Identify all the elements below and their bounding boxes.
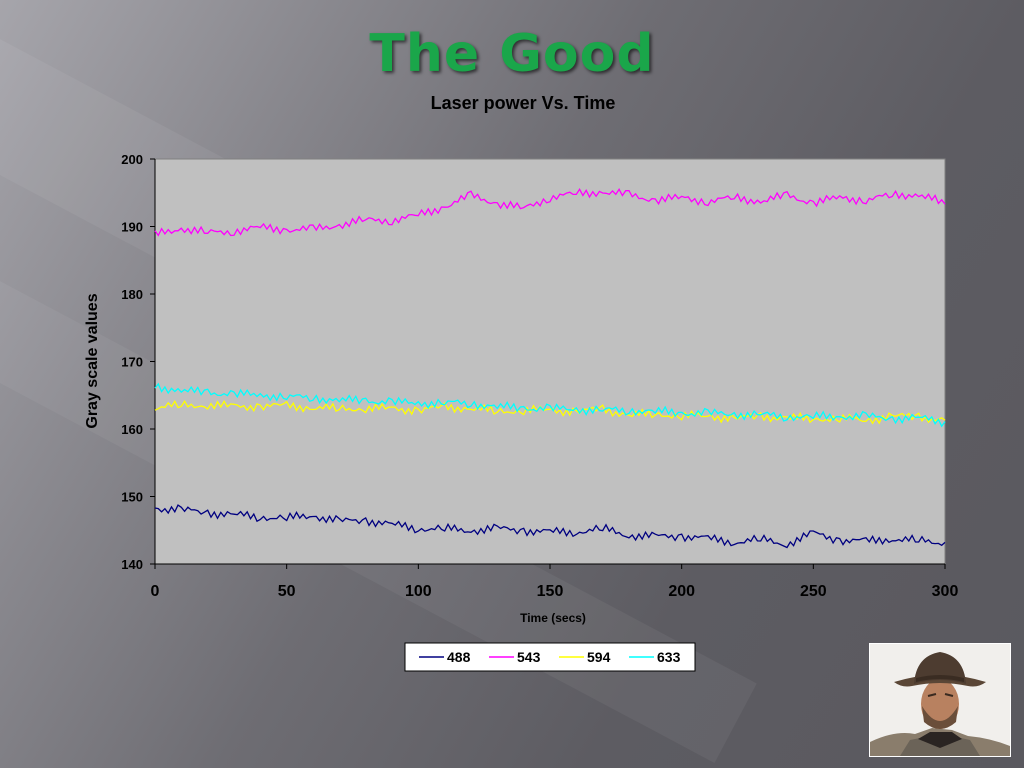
chart-title: Laser power Vs. Time — [431, 93, 616, 113]
legend-label-543: 543 — [517, 649, 541, 665]
legend-label-594: 594 — [587, 649, 611, 665]
legend: 488 543 594 633 — [404, 642, 696, 672]
x-tick-label: 250 — [800, 583, 827, 600]
x-ticks: 0 50 100 150 200 250 300 — [151, 564, 959, 600]
y-ticks: 140 150 160 170 180 190 200 — [121, 152, 155, 572]
legend-label-633: 633 — [657, 649, 681, 665]
y-tick-label: 140 — [121, 557, 143, 572]
series-line-488 — [154, 504, 946, 549]
man-in-cowboy-hat-photo — [869, 643, 1011, 757]
y-tick-label: 190 — [121, 220, 143, 235]
y-tick-label: 160 — [121, 422, 143, 437]
series-line-543 — [154, 188, 946, 237]
x-tick-label: 200 — [668, 583, 695, 600]
series-line-594 — [154, 399, 946, 425]
x-tick-label: 0 — [151, 583, 160, 600]
photo-illustration — [870, 644, 1010, 756]
series-line-633 — [154, 382, 946, 428]
x-tick-label: 50 — [278, 583, 296, 600]
x-tick-label: 300 — [932, 583, 959, 600]
y-tick-label: 200 — [121, 152, 143, 167]
series-lines — [154, 188, 946, 549]
x-tick-label: 100 — [405, 583, 432, 600]
y-tick-label: 170 — [121, 355, 143, 370]
y-axis-label: Gray scale values — [84, 293, 101, 428]
y-tick-label: 180 — [121, 287, 143, 302]
x-tick-label: 150 — [537, 583, 564, 600]
y-tick-label: 150 — [121, 490, 143, 505]
plot-area — [154, 158, 946, 565]
x-axis-label: Time (secs) — [520, 611, 586, 625]
legend-label-488: 488 — [447, 649, 471, 665]
slide-title: The Good — [369, 24, 655, 84]
